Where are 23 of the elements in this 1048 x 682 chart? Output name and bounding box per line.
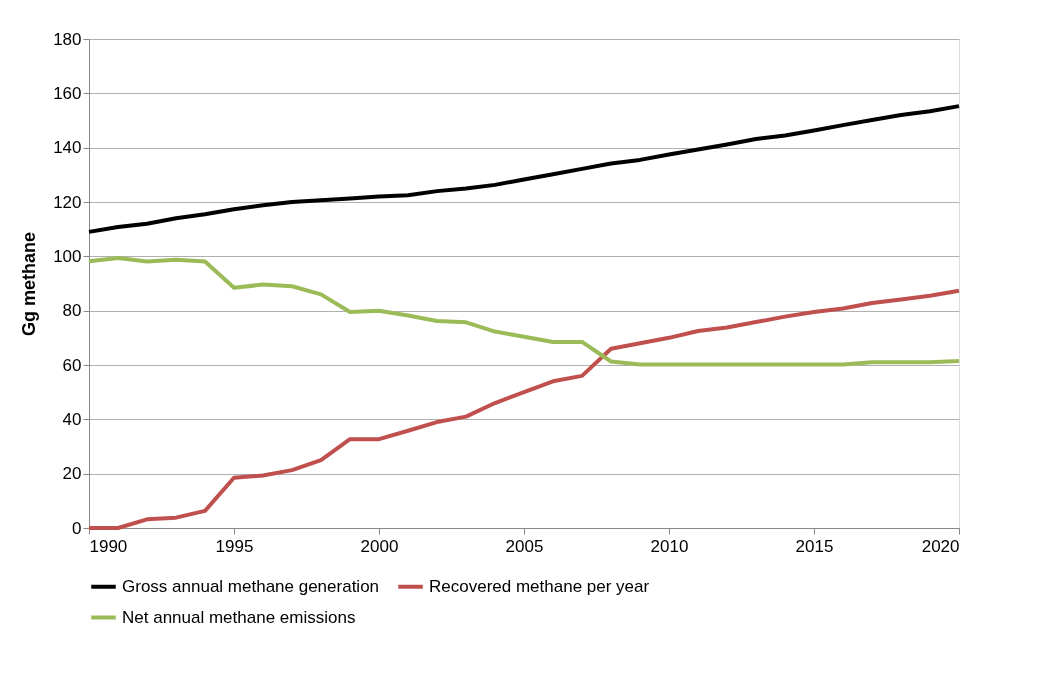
- line-series: [87, 104, 961, 234]
- x-tick-label: 2015: [795, 536, 834, 556]
- x-tick-label: 2000: [360, 536, 399, 556]
- x-tick-label: 1990: [89, 536, 128, 556]
- y-tick-label: 140: [53, 138, 82, 158]
- y-tick-label: 80: [62, 301, 82, 321]
- x-tick-label: 2010: [650, 536, 689, 556]
- y-tick-label: 100: [53, 246, 82, 266]
- line-series: [87, 255, 961, 367]
- y-tick-label: 180: [53, 29, 82, 49]
- x-tick-label: 1995: [215, 536, 254, 556]
- y-axis-title: Gg methane: [19, 231, 40, 337]
- y-tick-label: 60: [62, 355, 82, 375]
- x-tick-label: 2020: [921, 536, 960, 556]
- y-tick-label: 120: [53, 192, 82, 212]
- y-tick-label: 20: [62, 464, 82, 484]
- x-tick-label: 2005: [505, 536, 544, 556]
- legend-label: Net annual methane emissions: [122, 607, 356, 627]
- y-tick-label: 160: [53, 83, 82, 103]
- legend-label: Recovered methane per year: [429, 576, 650, 596]
- legend-label: Gross annual methane generation: [122, 576, 380, 596]
- y-tick-label: 40: [62, 409, 82, 429]
- y-tick-label: 0: [72, 518, 82, 538]
